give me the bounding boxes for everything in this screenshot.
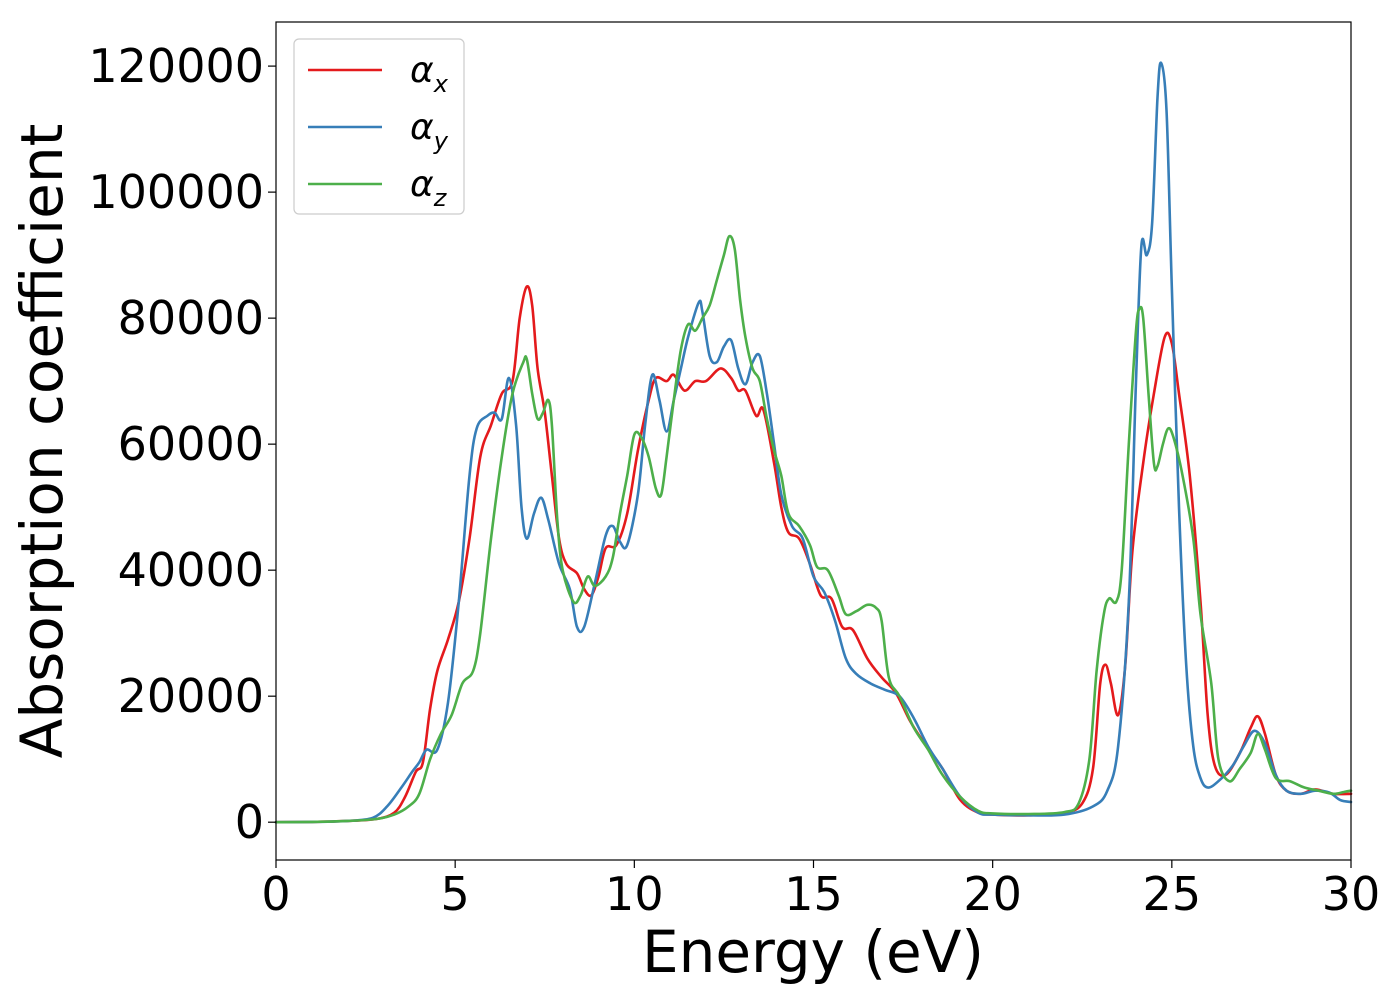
y-axis-ticks: 0 20000 40000 60000 80000 100000 120000 (88, 39, 276, 849)
legend-label-y: αy (410, 107, 449, 155)
x-tick-label: 20 (963, 867, 1022, 921)
y-tick-label: 20000 (118, 669, 264, 723)
y-tick-label: 120000 (88, 39, 264, 93)
x-tick-label: 0 (261, 867, 290, 921)
x-tick-label: 5 (441, 867, 470, 921)
series-line-x (274, 284, 1353, 824)
y-tick-label: 0 (235, 795, 264, 849)
y-tick-label: 100000 (88, 165, 264, 219)
series-line-y (274, 61, 1353, 824)
legend-label-x: αx (410, 50, 449, 98)
x-axis-ticks: 0 5 10 15 20 25 30 (261, 860, 1380, 921)
y-axis-title: Absorption coefficient (8, 124, 76, 759)
x-axis-title: Energy (eV) (642, 918, 984, 986)
x-tick-label: 15 (784, 867, 843, 921)
series-line-z (274, 234, 1353, 824)
legend-label-z: αz (410, 164, 448, 212)
y-tick-label: 80000 (118, 291, 264, 345)
x-tick-label: 10 (605, 867, 664, 921)
x-tick-label: 30 (1322, 867, 1381, 921)
x-tick-label: 25 (1143, 867, 1202, 921)
y-tick-label: 60000 (118, 417, 264, 471)
series-layer (274, 61, 1353, 824)
legend: αx αy αz (293, 38, 465, 215)
y-tick-label: 40000 (118, 543, 264, 597)
